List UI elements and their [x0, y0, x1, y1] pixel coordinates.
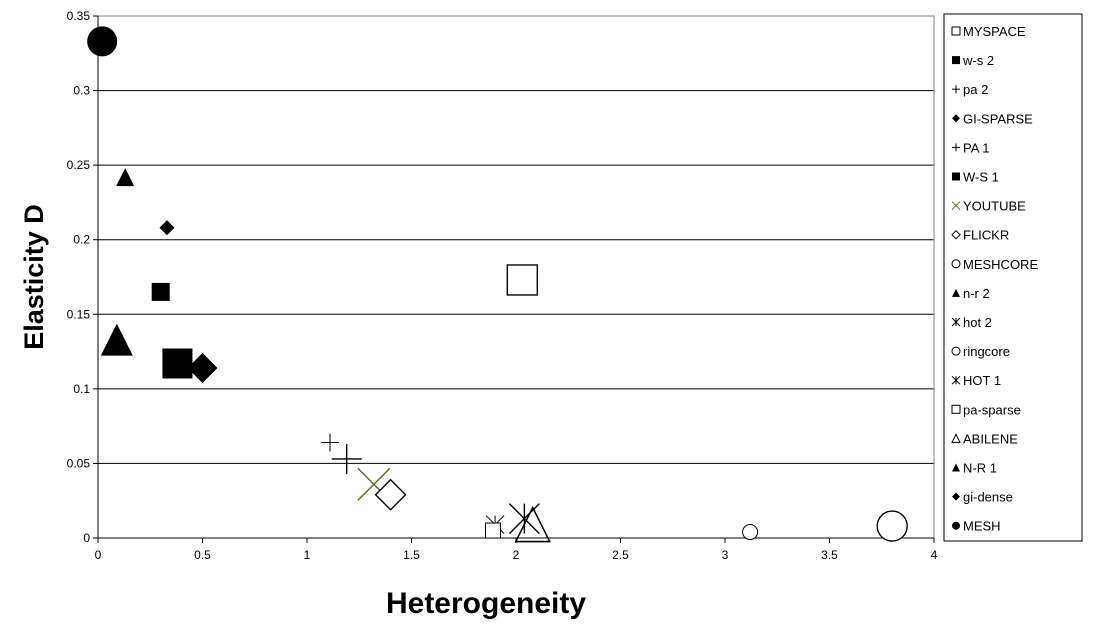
- legend-entry: N-R 1: [952, 461, 997, 476]
- legend-marker: [952, 521, 960, 530]
- legend-label: ringcore: [963, 344, 1010, 359]
- x-tick-label: 4: [931, 548, 938, 562]
- legend-label: N-R 1: [963, 461, 997, 476]
- point-w-s-1: [162, 348, 193, 379]
- x-axis-title: Heterogeneity: [386, 587, 586, 620]
- legend-label: MYSPACE: [963, 24, 1026, 39]
- legend-marker: [952, 463, 960, 472]
- legend-marker: [951, 433, 961, 443]
- x-tick-label: 1.5: [403, 548, 420, 562]
- legend-entry: w-s 2: [952, 53, 994, 68]
- legend-label: MESH: [963, 519, 1001, 534]
- legend-label: pa 2: [963, 82, 988, 97]
- y-tick-label: 0.35: [67, 9, 91, 23]
- legend-marker: [951, 375, 961, 385]
- legend-marker: [951, 317, 961, 327]
- point-meshcore: [742, 524, 759, 541]
- legend-entry: gi-dense: [952, 490, 1013, 505]
- legend-entry: GI-SPARSE: [952, 111, 1033, 126]
- legend-entry: pa-sparse: [951, 402, 1021, 417]
- legend-marker: [952, 85, 960, 94]
- legend-label: PA 1: [963, 140, 990, 155]
- legend-entry: MESH: [952, 519, 1001, 534]
- y-axis-title: Elasticity D: [19, 204, 49, 350]
- legend-marker: [952, 288, 960, 297]
- legend-label: pa-sparse: [963, 402, 1021, 417]
- legend-entry: HOT 1: [951, 373, 1001, 388]
- point-w-s-2: [151, 282, 170, 301]
- legend-label: MESHCORE: [963, 257, 1038, 272]
- legend-marker: [951, 229, 961, 240]
- y-tick-label: 0.05: [67, 456, 91, 470]
- point-abilene: [514, 505, 551, 543]
- legend-entry: FLICKR: [951, 228, 1009, 243]
- x-tick-label: 0.5: [194, 548, 211, 562]
- legend-entry: pa 2: [952, 82, 988, 97]
- legend-entry: YOUTUBE: [951, 199, 1026, 214]
- x-tick-label: 3.5: [821, 548, 838, 562]
- y-tick-label: 0.15: [67, 307, 91, 321]
- legend-label: HOT 1: [963, 373, 1001, 388]
- legend-marker: [951, 201, 961, 210]
- y-tick-label: 0.1: [73, 382, 90, 396]
- legend-marker: [952, 492, 960, 501]
- legend-marker: [952, 114, 960, 123]
- gridlines: [98, 15, 934, 464]
- point-gi-dense: [159, 220, 175, 236]
- legend-entry: ringcore: [951, 344, 1010, 359]
- legend-entry: hot 2: [951, 315, 992, 330]
- x-tick-label: 3: [722, 548, 729, 562]
- legend-label: gi-dense: [963, 490, 1013, 505]
- legend-entry: PA 1: [952, 140, 990, 155]
- x-tick-label: 2: [513, 548, 520, 562]
- legend-label: W-S 1: [963, 170, 999, 185]
- legend-marker: [952, 143, 960, 152]
- point-flickr: [374, 478, 407, 511]
- legend-marker: [951, 26, 961, 36]
- point-n-r-1: [100, 323, 133, 356]
- legend-label: YOUTUBE: [963, 199, 1026, 214]
- legend-box: [943, 13, 1083, 542]
- y-axis-ticks: 0 0.05 0.1 0.15 0.2 0.25 0.3 0.35: [67, 9, 99, 545]
- point-ringcore: [876, 510, 908, 542]
- y-tick-label: 0.2: [73, 233, 90, 247]
- y-tick-label: 0.25: [67, 158, 91, 172]
- point-mesh: [87, 26, 118, 57]
- legend-label: hot 2: [963, 315, 992, 330]
- legend-entry: MESHCORE: [951, 257, 1038, 272]
- legend-label: ABILENE: [963, 431, 1018, 446]
- legend-marker: [952, 56, 960, 65]
- legend-label: FLICKR: [963, 228, 1009, 243]
- point-pa-sparse: [485, 522, 502, 539]
- legend-entry: n-r 2: [952, 286, 990, 301]
- x-tick-label: 2.5: [612, 548, 629, 562]
- legend-marker: [951, 259, 961, 269]
- legend-marker: [951, 404, 961, 414]
- point-n-r-2: [116, 168, 135, 187]
- y-tick-label: 0.3: [73, 84, 90, 98]
- legend-label: GI-SPARSE: [963, 111, 1033, 126]
- legend-entry: MYSPACE: [951, 24, 1026, 39]
- legend-entry: ABILENE: [951, 431, 1018, 446]
- point-hot-1: [508, 503, 540, 535]
- legend-label: w-s 2: [962, 53, 994, 68]
- point-myspace: [506, 264, 538, 296]
- data-points: [87, 26, 908, 543]
- x-axis-ticks: 0 0.5 1 1.5 2 2.5 3 3.5 4: [95, 537, 938, 562]
- x-tick-label: 0: [95, 548, 102, 562]
- point-pa-2: [320, 433, 339, 452]
- legend-entry: W-S 1: [952, 170, 999, 185]
- x-tick-label: 1: [304, 548, 311, 562]
- legend-marker: [951, 346, 961, 356]
- legend-label: n-r 2: [963, 286, 990, 301]
- point-pa-1: [331, 443, 362, 474]
- legend: MYSPACE w-s 2 pa 2 GI-SPARSE PA 1 W-S 1 YOUTUB…: [943, 13, 1083, 542]
- legend-marker: [952, 172, 960, 181]
- point-gi-sparse: [187, 352, 218, 383]
- y-tick-label: 0: [83, 531, 90, 545]
